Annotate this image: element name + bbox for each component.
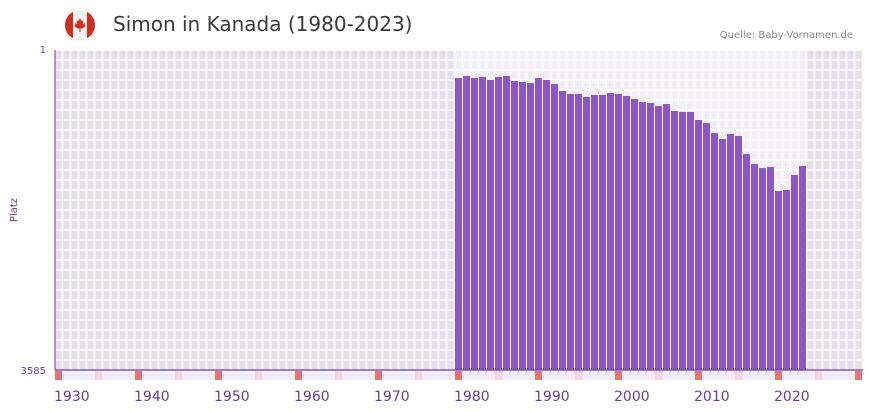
bar-1994	[567, 94, 574, 371]
y-axis-label: Platz	[9, 198, 20, 222]
half-decade-marker	[415, 371, 422, 380]
bar-1986	[503, 75, 510, 370]
half-decade-marker	[575, 371, 582, 380]
half-decade-marker	[495, 371, 502, 380]
bar-2017	[751, 164, 758, 370]
x-tick-label: 2010	[694, 389, 730, 405]
half-decade-marker	[175, 371, 182, 380]
x-tick-label: 1930	[54, 389, 90, 405]
x-tick-label: 2000	[614, 389, 650, 405]
decade-marker	[375, 371, 382, 380]
half-decade-marker	[95, 371, 102, 380]
y-tick-label: 3585	[21, 366, 46, 377]
bar-1993	[559, 90, 566, 370]
x-tick-label: 1950	[214, 389, 250, 405]
bar-1981	[463, 75, 470, 370]
bar-2009	[687, 111, 694, 370]
source-credit: Quelle: Baby-Vornamen.de	[719, 30, 853, 41]
bar-1985	[495, 76, 502, 370]
bar-2001	[623, 95, 630, 370]
bar-1996	[583, 96, 590, 370]
half-decade-marker	[735, 371, 742, 380]
decade-marker	[455, 371, 462, 380]
decade-marker	[55, 371, 62, 380]
bar-2003	[639, 101, 646, 370]
bar-2005	[655, 105, 662, 370]
bar-2007	[671, 110, 678, 370]
bar-1984	[487, 80, 494, 370]
bar-1989	[527, 83, 534, 371]
half-decade-marker	[335, 371, 342, 380]
x-tick-label: 1960	[294, 389, 330, 405]
bar-1992	[551, 84, 558, 371]
bar-2008	[679, 111, 686, 370]
decade-marker	[855, 371, 862, 380]
decade-marker	[695, 371, 702, 380]
bar-2012	[711, 133, 718, 370]
decade-marker	[215, 371, 222, 380]
bar-1990	[535, 78, 542, 371]
decade-marker	[135, 371, 142, 380]
bar-2023	[799, 165, 806, 370]
bar-1998	[599, 95, 606, 370]
bar-2011	[703, 123, 710, 371]
bar-2022	[791, 175, 798, 370]
bar-1997	[591, 95, 598, 370]
bar-2006	[663, 104, 670, 371]
bar-2002	[631, 99, 638, 371]
x-tick-label: 1970	[374, 389, 410, 405]
x-tick-label: 1980	[454, 389, 490, 405]
decade-marker	[775, 371, 782, 380]
bar-2004	[647, 103, 654, 371]
bar-2014	[727, 134, 734, 370]
decade-marker	[535, 371, 542, 380]
x-tick-label: 2020	[774, 389, 810, 405]
bar-2018	[759, 168, 766, 370]
bar-2020	[775, 190, 782, 370]
y-tick-label: 1	[40, 45, 46, 56]
bar-2013	[719, 139, 726, 370]
decade-marker	[615, 371, 622, 380]
bar-2000	[615, 94, 622, 371]
x-tick-label: 1990	[534, 389, 570, 405]
bar-2021	[783, 190, 790, 370]
bar-1987	[511, 80, 518, 370]
canada-flag-icon	[65, 10, 95, 44]
bar-2010	[695, 120, 702, 370]
bar-1988	[519, 81, 526, 370]
chart-title: Simon in Kanada (1980-2023)	[113, 12, 413, 36]
half-decade-marker	[815, 371, 822, 380]
bar-1991	[543, 80, 550, 370]
bar-2015	[735, 135, 742, 370]
bar-1980	[455, 78, 462, 371]
half-decade-marker	[255, 371, 262, 380]
bar-1982	[471, 78, 478, 371]
bar-2019	[767, 166, 774, 370]
bar-1995	[575, 94, 582, 371]
decade-marker	[295, 371, 302, 380]
bar-1999	[607, 93, 614, 371]
half-decade-marker	[655, 371, 662, 380]
bar-2016	[743, 154, 750, 370]
bar-1983	[479, 76, 486, 370]
x-tick-label: 1940	[134, 389, 170, 405]
